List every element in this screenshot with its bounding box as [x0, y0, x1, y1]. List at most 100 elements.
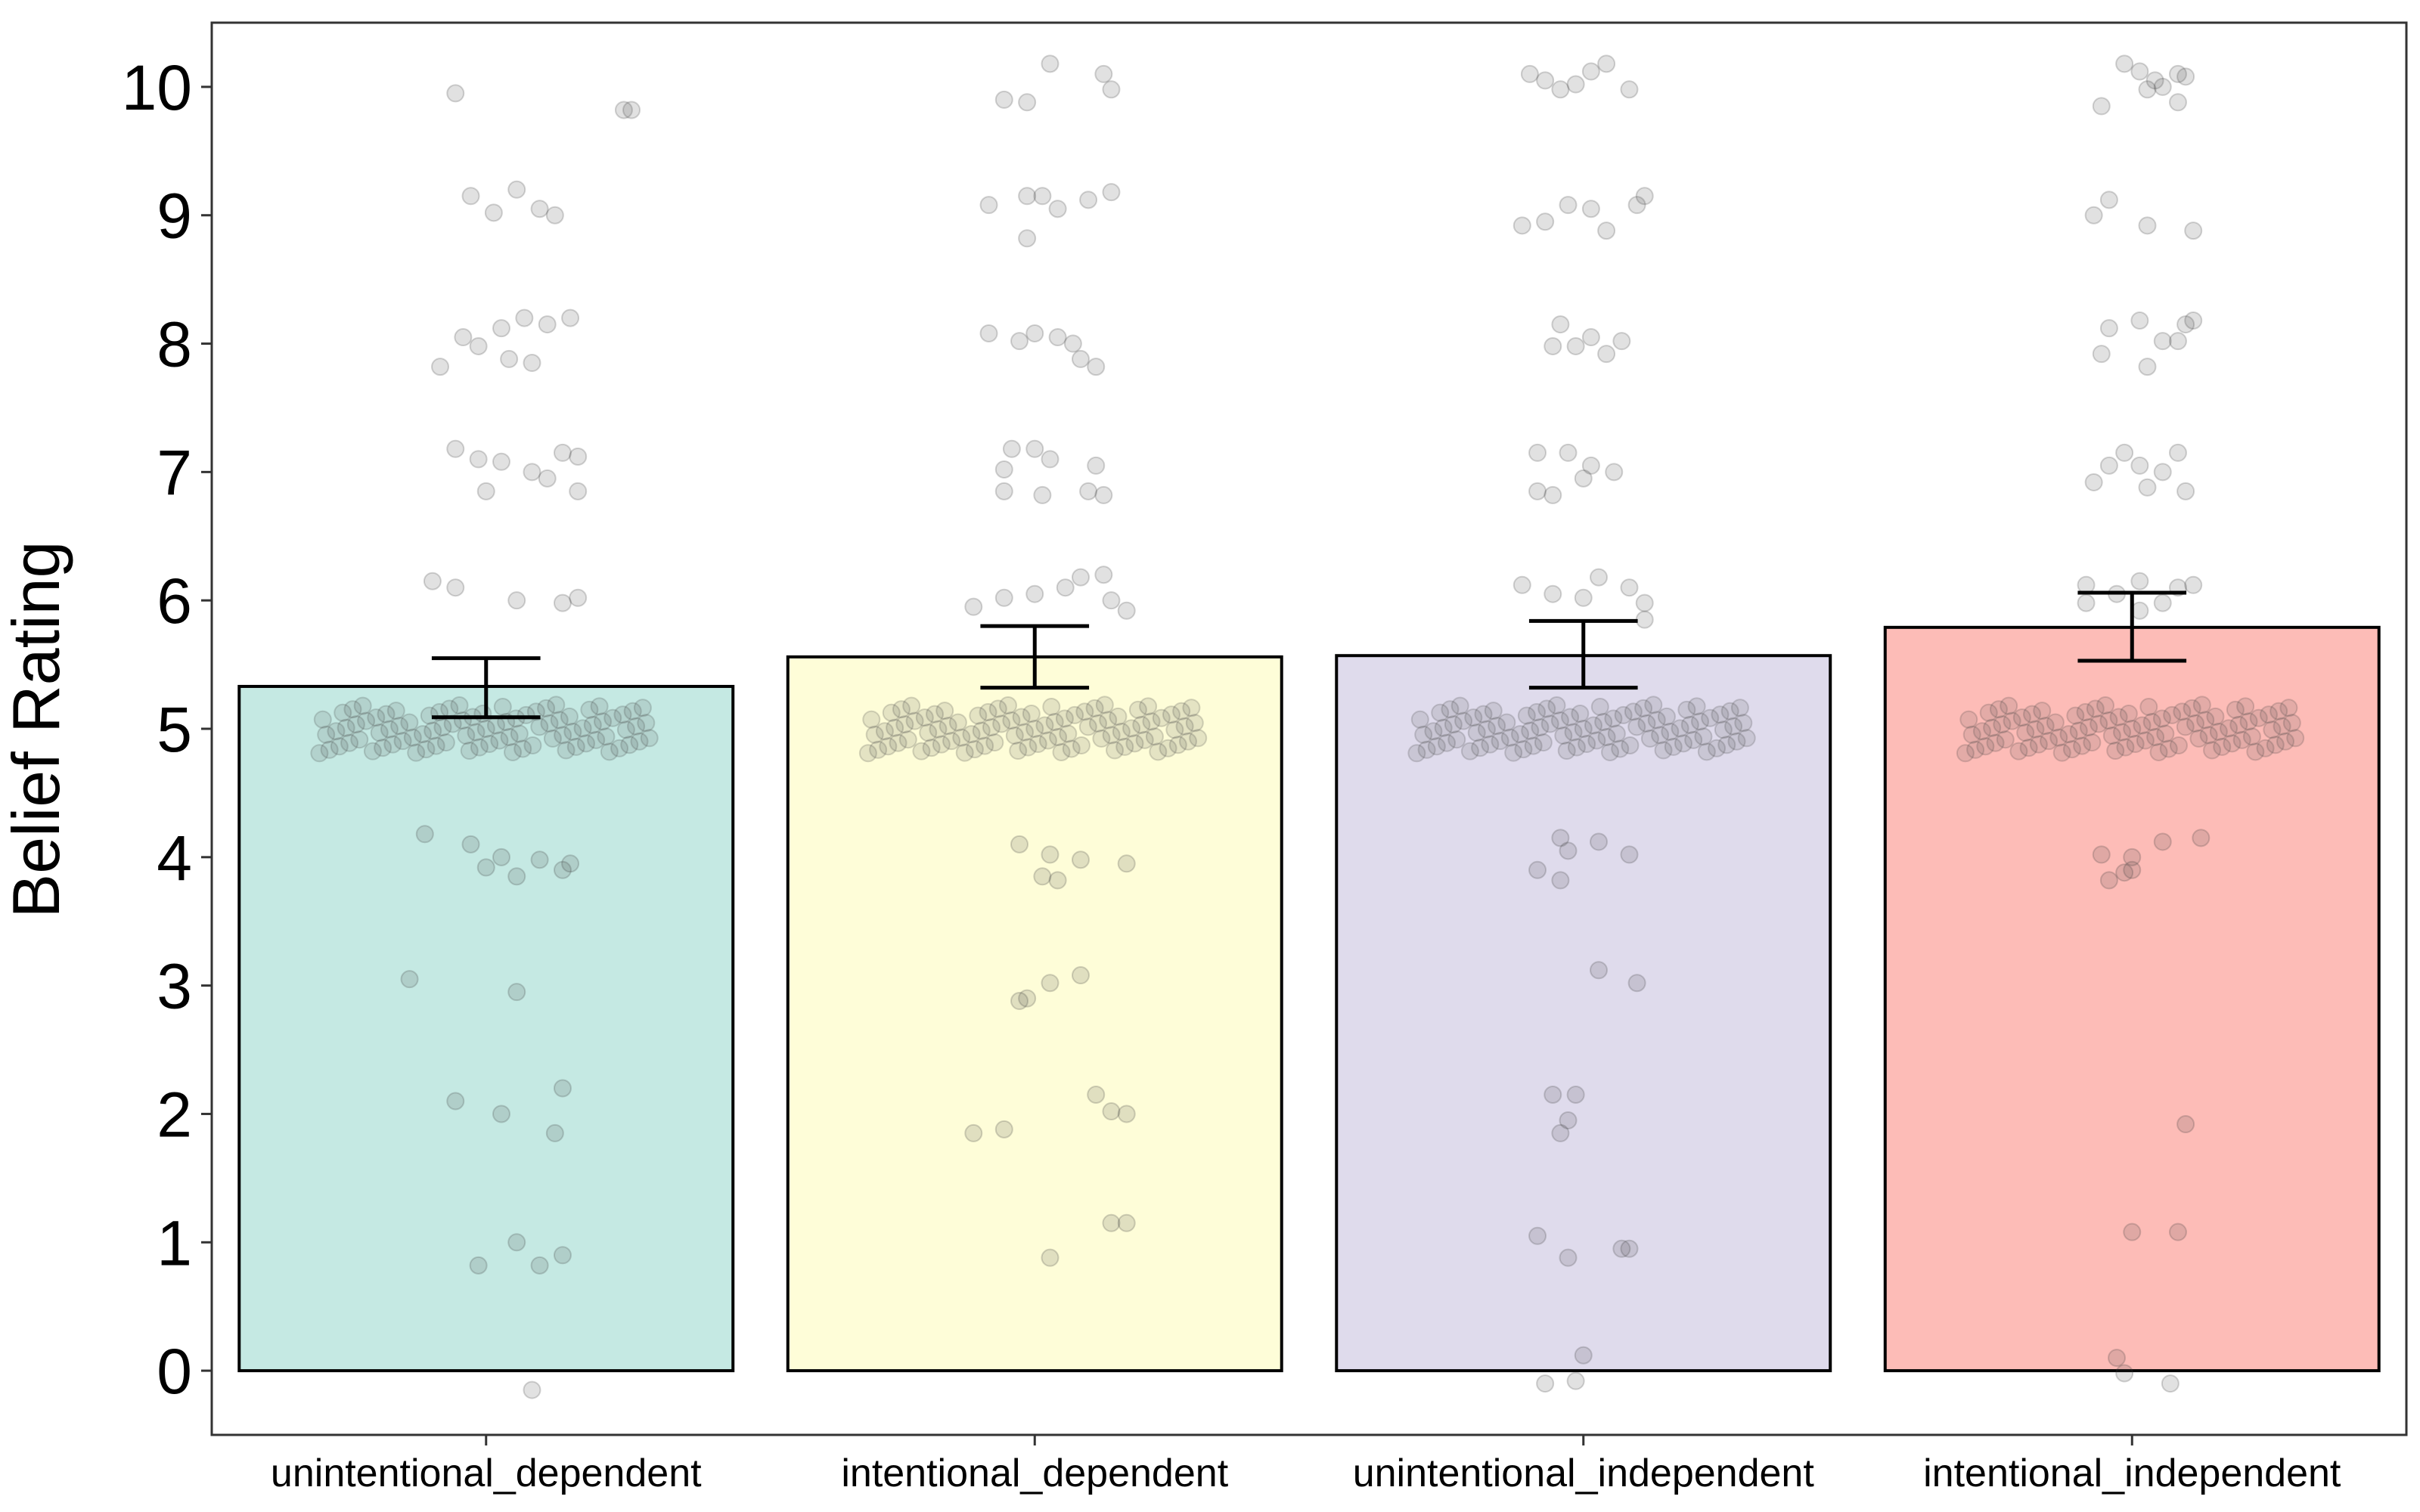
data-point	[557, 741, 576, 760]
data-point	[932, 735, 951, 754]
data-point	[1048, 200, 1067, 218]
data-point	[1993, 715, 2012, 734]
data-point	[1581, 328, 1600, 347]
data-point	[869, 740, 888, 759]
data-point	[919, 723, 938, 742]
error-bars	[431, 590, 2187, 720]
data-point	[1185, 714, 1204, 733]
data-point	[1159, 739, 1177, 758]
data-point	[902, 696, 921, 715]
data-point	[2169, 736, 2188, 754]
data-point	[2163, 705, 2182, 724]
data-point	[1062, 739, 1081, 758]
data-point	[504, 742, 523, 761]
data-point	[1500, 728, 1519, 747]
data-point	[1117, 1213, 1136, 1232]
data-point	[2003, 711, 2021, 730]
data-point	[2033, 702, 2052, 720]
data-point	[545, 206, 564, 225]
data-point	[929, 720, 948, 739]
data-point	[1447, 730, 1466, 749]
data-point	[400, 970, 419, 989]
data-point	[942, 732, 961, 751]
data-point	[1178, 732, 1197, 751]
data-point	[530, 850, 549, 869]
data-point	[1635, 593, 1654, 612]
data-point	[1597, 222, 1616, 240]
y-tick-label: 10	[122, 52, 192, 123]
data-point	[1737, 729, 1756, 748]
data-point	[2149, 742, 2168, 761]
data-point	[2176, 1115, 2195, 1134]
data-point	[2099, 319, 2118, 338]
data-point	[1567, 738, 1586, 757]
data-point	[2073, 736, 2092, 755]
data-point	[875, 722, 894, 741]
data-point	[2199, 726, 2218, 745]
data-point	[2115, 1364, 2134, 1383]
data-point	[613, 705, 632, 724]
data-point	[1135, 730, 1154, 749]
data-point	[374, 739, 392, 758]
data-point	[1087, 456, 1106, 475]
data-point	[2159, 739, 2178, 758]
data-point	[1717, 736, 1736, 754]
data-point	[330, 737, 349, 756]
data-point	[403, 728, 422, 747]
data-point	[1019, 738, 1038, 757]
data-point	[1079, 191, 1098, 209]
x-tick-label: intentional_dependent	[841, 1452, 1228, 1495]
data-point	[1644, 696, 1663, 714]
data-point	[427, 736, 445, 755]
data-point	[597, 727, 616, 746]
data-point	[2115, 443, 2134, 462]
data-point	[979, 196, 998, 215]
data-point	[317, 725, 336, 744]
data-point	[2099, 871, 2118, 890]
data-point	[2173, 702, 2192, 721]
data-point	[566, 737, 585, 756]
data-point	[569, 482, 588, 500]
y-tick-label: 0	[157, 1336, 192, 1407]
data-point	[2069, 721, 2088, 740]
data-point	[2106, 742, 2125, 761]
data-point	[2096, 696, 2114, 715]
data-point	[569, 588, 588, 607]
data-point	[2145, 71, 2164, 90]
data-point	[1972, 722, 1991, 741]
data-point	[2206, 707, 2225, 726]
data-point	[2161, 1374, 2180, 1393]
data-point	[523, 1380, 541, 1399]
x-tick-label: unintentional_independent	[1353, 1452, 1815, 1495]
data-point	[1102, 183, 1121, 202]
data-point	[1115, 737, 1134, 756]
data-point	[2012, 708, 2031, 727]
data-point	[327, 722, 346, 741]
data-point	[1601, 742, 1620, 761]
data-point	[1989, 700, 2008, 719]
data-point	[630, 732, 649, 751]
data-point	[1071, 850, 1090, 869]
data-point	[1025, 324, 1044, 342]
data-point	[2123, 1222, 2142, 1241]
data-point	[1139, 697, 1158, 716]
data-point	[1651, 726, 1670, 745]
data-point	[2130, 456, 2149, 475]
data-point	[2203, 741, 2222, 760]
data-point	[862, 710, 881, 729]
data-point	[461, 835, 480, 854]
data-point	[1182, 699, 1201, 717]
data-point	[2036, 717, 2055, 736]
data-point	[1589, 961, 1608, 980]
data-point	[1504, 743, 1523, 762]
data-point	[2279, 699, 2298, 717]
data-point	[1102, 80, 1121, 99]
data-point	[334, 703, 352, 722]
data-point	[476, 858, 495, 877]
data-point	[1544, 485, 1562, 504]
data-point	[2183, 699, 2201, 717]
data-point	[976, 736, 994, 755]
data-point	[2052, 743, 2071, 762]
data-point	[2270, 702, 2288, 720]
data-point	[1424, 722, 1443, 741]
